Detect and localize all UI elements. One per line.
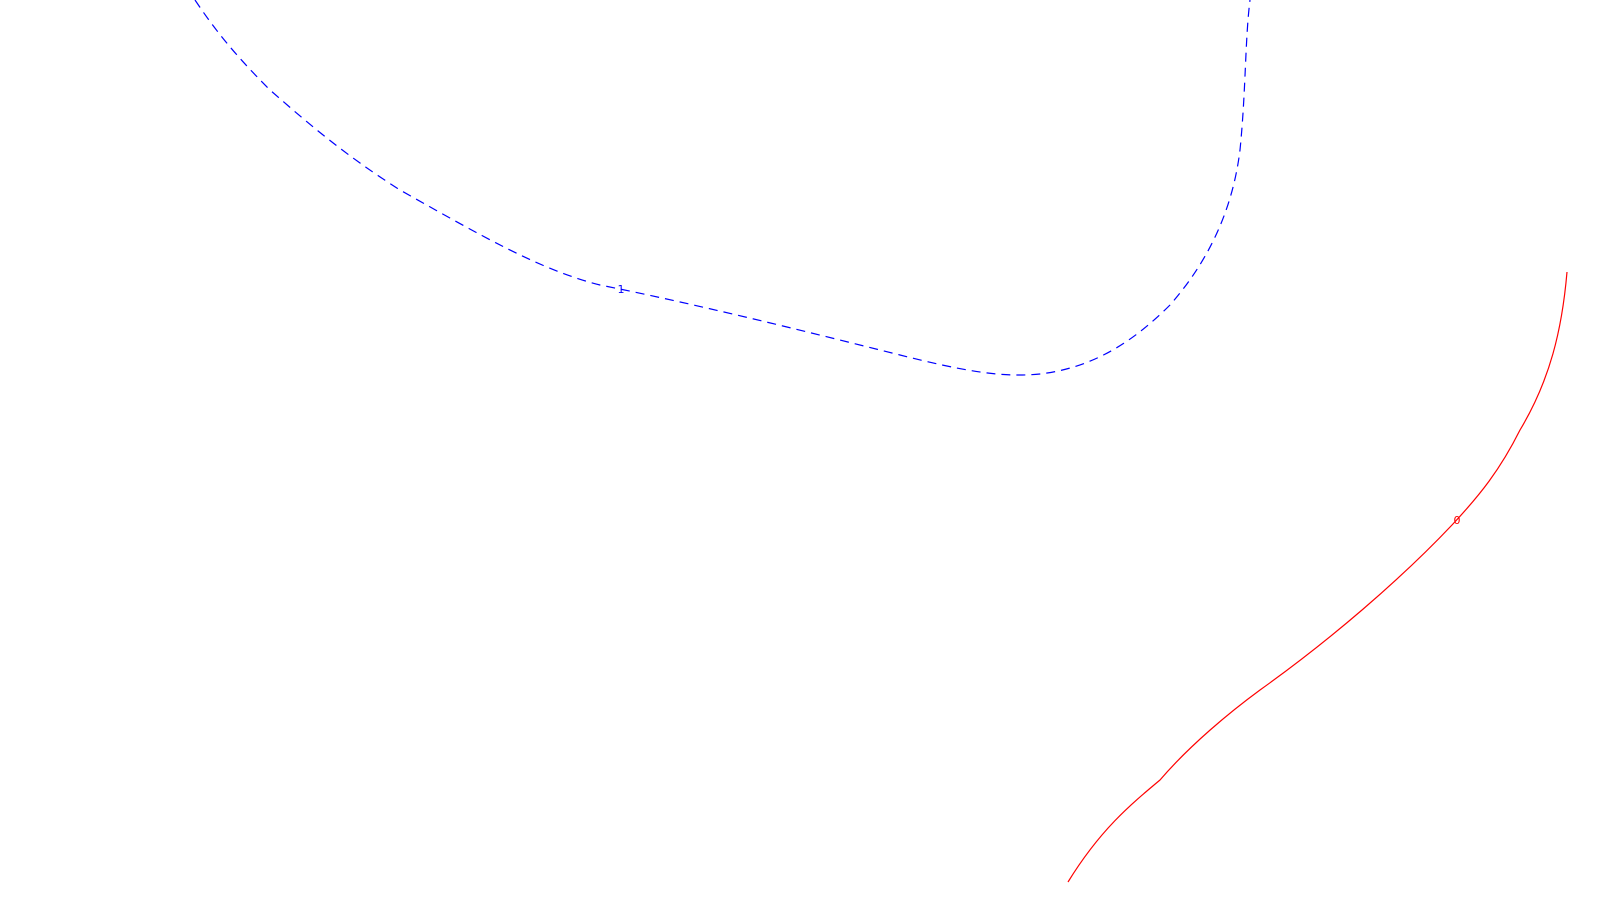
contour-label-0: 0 [1454,514,1461,527]
contour-label-1: 1 [618,283,625,296]
contour-line-0 [1067,271,1568,883]
contour-line-1 [194,0,1251,376]
